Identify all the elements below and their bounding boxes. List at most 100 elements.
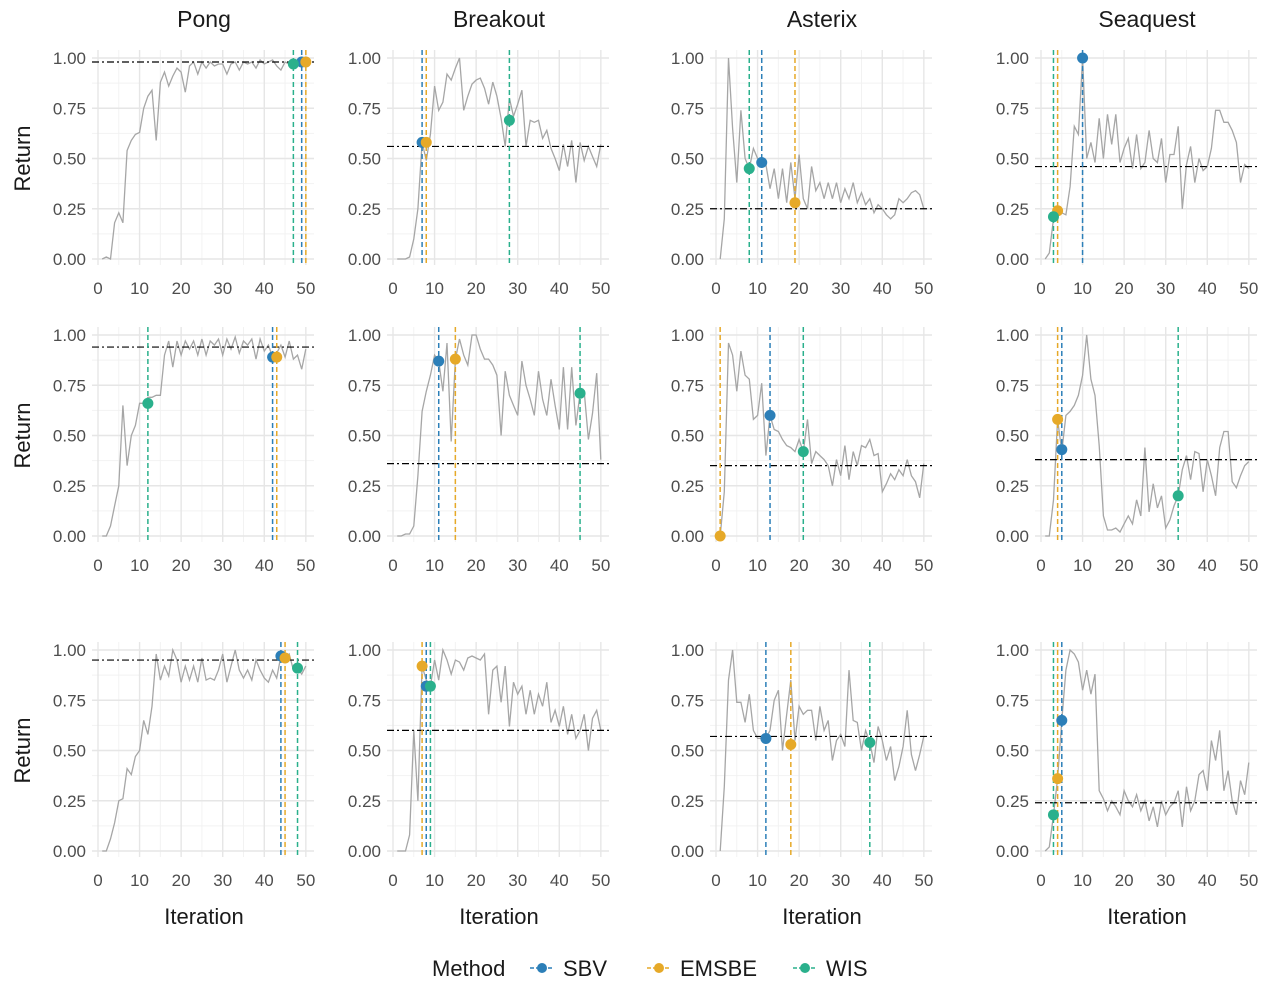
x-tick-label: 0 (93, 279, 102, 298)
y-tick-label: 0.50 (53, 150, 86, 169)
y-tick-label: 1.00 (348, 326, 381, 345)
panel-r3-breakout: 0.00 0.25 0.50 0.75 1.00 0 10 20 30 40 50 (348, 641, 610, 890)
y-tick-label: 0.25 (671, 200, 704, 219)
y-tick-label: 1.00 (671, 641, 704, 660)
x-tick-label: 20 (172, 556, 191, 575)
return-curve-pong (102, 334, 307, 537)
y-tick-label: 0.00 (996, 842, 1029, 861)
y-tick-label: 0.25 (348, 792, 381, 811)
y-tick-label: 1.00 (53, 49, 86, 68)
x-tick-label: 50 (1239, 556, 1258, 575)
x-tick-label: 0 (388, 556, 397, 575)
x-tick-label: 20 (790, 871, 809, 890)
x-tick-label: 30 (508, 871, 527, 890)
selection-point-emsbe (449, 353, 461, 365)
legend-key-point-emsbe (654, 963, 664, 973)
x-tick-label: 0 (93, 556, 102, 575)
y-tick-label: 1.00 (996, 641, 1029, 660)
panel-r1-asterix: 0.00 0.25 0.50 0.75 1.00 0 10 20 30 40 50 (671, 49, 933, 298)
x-tick-label: 40 (873, 279, 892, 298)
x-tick-label: 10 (425, 871, 444, 890)
y-tick-label: 1.00 (53, 641, 86, 660)
x-tick-label: 40 (550, 556, 569, 575)
y-axis-label-row-1: Return (10, 125, 35, 191)
panel-r3-seaquest: 0.00 0.25 0.50 0.75 1.00 0 10 20 30 40 50 (996, 641, 1258, 890)
legend-label-wis: WIS (826, 956, 868, 981)
panel-r3-pong: 0.00 0.25 0.50 0.75 1.00 0 10 20 30 40 50 (53, 641, 315, 890)
x-tick-label: 0 (93, 871, 102, 890)
x-tick-label: 40 (1198, 871, 1217, 890)
selection-point-wis (142, 397, 154, 409)
y-tick-label: 0.75 (671, 691, 704, 710)
selection-point-emsbe (714, 530, 726, 542)
x-tick-label: 40 (1198, 556, 1217, 575)
x-tick-label: 50 (591, 556, 610, 575)
x-tick-label: 50 (1239, 871, 1258, 890)
y-tick-label: 1.00 (996, 326, 1029, 345)
y-tick-label: 0.50 (53, 427, 86, 446)
selection-point-emsbe (789, 197, 801, 209)
x-tick-label: 40 (255, 871, 274, 890)
return-curve-breakout (397, 334, 602, 537)
selection-point-emsbe (271, 351, 283, 363)
x-tick-label: 10 (1073, 556, 1092, 575)
selection-point-emsbe (420, 136, 432, 148)
x-tick-label: 30 (831, 871, 850, 890)
return-curve-asterix (719, 342, 925, 537)
y-tick-label: 0.25 (996, 477, 1029, 496)
y-tick-label: 0.50 (348, 427, 381, 446)
x-tick-label: 30 (508, 279, 527, 298)
y-tick-label: 0.25 (996, 792, 1029, 811)
x-tick-label: 50 (914, 279, 933, 298)
panel-r2-seaquest: 0.00 0.25 0.50 0.75 1.00 0 10 20 30 40 50 (996, 326, 1258, 575)
y-tick-label: 1.00 (348, 49, 381, 68)
return-curve-breakout (397, 57, 602, 260)
y-tick-label: 0.75 (348, 376, 381, 395)
y-tick-label: 0.25 (53, 792, 86, 811)
x-tick-label: 40 (873, 556, 892, 575)
selection-point-sbv (1056, 444, 1068, 456)
y-tick-label: 0.50 (348, 742, 381, 761)
x-tick-label: 30 (508, 556, 527, 575)
y-tick-label: 0.50 (996, 427, 1029, 446)
x-tick-label: 0 (711, 279, 720, 298)
y-tick-label: 0.75 (671, 99, 704, 118)
panel-r1-breakout: 0.00 0.25 0.50 0.75 1.00 0 10 20 30 40 50 (348, 49, 610, 298)
return-curve-asterix (719, 57, 925, 260)
y-tick-label: 0.50 (996, 150, 1029, 169)
x-tick-label: 0 (388, 871, 397, 890)
x-tick-label: 10 (748, 871, 767, 890)
y-tick-label: 1.00 (348, 641, 381, 660)
x-tick-label: 0 (711, 556, 720, 575)
x-tick-label: 30 (213, 279, 232, 298)
x-tick-label: 20 (790, 556, 809, 575)
y-tick-label: 0.50 (671, 427, 704, 446)
x-tick-label: 20 (790, 279, 809, 298)
x-axis-label: Iteration (164, 904, 244, 929)
x-tick-label: 50 (296, 556, 315, 575)
y-axis-label-row-2: Return (10, 402, 35, 468)
selection-point-wis (1047, 211, 1059, 223)
y-tick-label: 0.25 (53, 477, 86, 496)
selection-point-wis (1172, 490, 1184, 502)
x-tick-label: 20 (172, 279, 191, 298)
x-tick-label: 10 (130, 556, 149, 575)
y-tick-label: 0.75 (348, 691, 381, 710)
x-tick-label: 40 (255, 279, 274, 298)
y-tick-label: 0.00 (671, 842, 704, 861)
x-tick-label: 40 (873, 871, 892, 890)
x-tick-label: 10 (748, 279, 767, 298)
x-tick-label: 30 (1156, 279, 1175, 298)
x-tick-label: 10 (425, 556, 444, 575)
y-tick-label: 0.00 (671, 250, 704, 269)
x-tick-label: 50 (591, 279, 610, 298)
x-tick-label: 20 (467, 279, 486, 298)
legend: Method SBV EMSBE WIS (432, 956, 868, 981)
y-tick-label: 1.00 (53, 326, 86, 345)
panel-r2-pong: 0.00 0.25 0.50 0.75 1.00 0 10 20 30 40 50 (53, 326, 315, 575)
panel-title-pong: Pong (177, 6, 231, 32)
y-tick-label: 1.00 (671, 49, 704, 68)
selection-point-emsbe (1052, 773, 1064, 785)
y-tick-label: 0.00 (53, 842, 86, 861)
